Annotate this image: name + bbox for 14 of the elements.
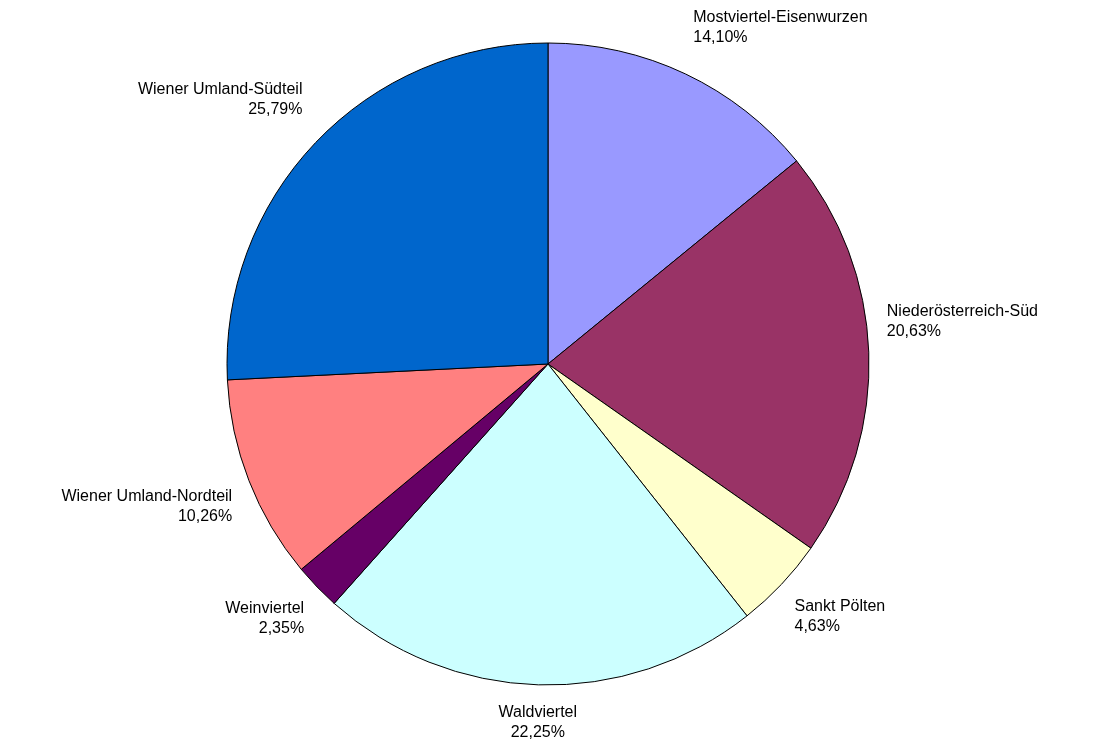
slice-label: Waldviertel [498, 702, 578, 720]
slice-label: Mostviertel-Eisenwurzen [693, 7, 868, 25]
data-label: 20,63% [886, 321, 942, 339]
slice-label: Wiener Umland-Nordteil [61, 487, 233, 505]
slice-label: Niederösterreich-Süd [886, 301, 1038, 319]
data-label: 10,26% [177, 507, 233, 525]
data-label: 14,10% [693, 27, 748, 45]
data-label: 25,79% [248, 100, 303, 118]
slice-label: Sankt Pölten [794, 596, 886, 614]
data-label: 4,63% [794, 616, 840, 634]
slice-label: Wiener Umland-Südteil [137, 80, 303, 98]
data-label: 2,35% [258, 619, 305, 637]
data-label: 22,25% [510, 722, 565, 740]
slice-label: Weinviertel [225, 599, 305, 617]
